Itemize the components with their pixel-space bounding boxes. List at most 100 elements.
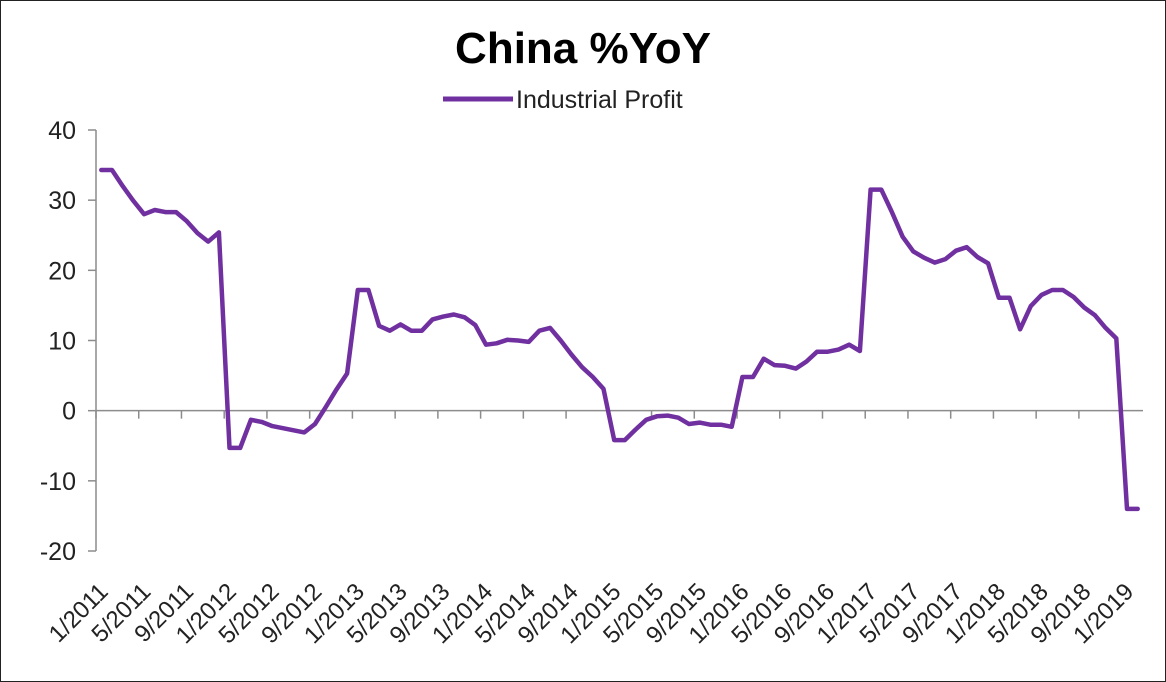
data-point [848, 343, 850, 346]
data-point [1030, 305, 1032, 307]
series-line-industrial-profit [99, 167, 1140, 512]
data-point [164, 211, 167, 213]
data-point [357, 289, 359, 291]
data-point [837, 348, 840, 351]
y-tick-label: -20 [40, 538, 76, 566]
data-point [891, 211, 893, 213]
data-point [613, 439, 615, 441]
data-point [389, 329, 391, 332]
data-point [570, 353, 573, 356]
data-point [998, 296, 1000, 299]
data-point [292, 429, 295, 432]
data-point [335, 388, 338, 391]
data-point [463, 316, 466, 319]
data-point [495, 342, 498, 345]
data-point [367, 289, 370, 291]
y-tick-label: 40 [48, 117, 76, 145]
data-point [121, 185, 124, 187]
data-point [175, 211, 177, 213]
data-point [559, 339, 562, 342]
series-layer [99, 167, 1140, 512]
data-point [282, 427, 284, 430]
data-point [976, 256, 979, 258]
data-point [485, 343, 487, 346]
data-point [944, 258, 947, 260]
data-point [346, 372, 348, 375]
data-point [666, 414, 669, 417]
data-point [869, 188, 872, 191]
data-point [987, 262, 989, 265]
data-point [901, 235, 904, 238]
data-point [805, 360, 808, 363]
data-point [399, 323, 402, 326]
data-point [517, 339, 519, 342]
data-point [624, 439, 626, 441]
data-point [228, 447, 231, 449]
data-point [250, 419, 252, 421]
data-point [196, 232, 199, 234]
data-point [239, 447, 241, 449]
data-point [1040, 294, 1043, 296]
data-point [1019, 328, 1021, 331]
data-point [442, 315, 445, 318]
data-point [410, 329, 413, 332]
y-tick-label: -10 [40, 468, 76, 496]
data-point [453, 313, 455, 316]
data-point [431, 318, 434, 321]
data-point [923, 256, 925, 259]
y-tick-label: 30 [48, 187, 76, 215]
y-axis: 40 30 20 10 0 -10 -20 [40, 117, 97, 566]
data-point [527, 341, 530, 343]
data-point [773, 364, 776, 366]
data-point [965, 246, 968, 248]
data-point [602, 388, 605, 390]
y-tick-label: 0 [62, 398, 76, 426]
data-point [1126, 508, 1128, 510]
data-point [762, 357, 765, 360]
data-point [324, 406, 327, 409]
data-point [143, 213, 145, 215]
data-point [1115, 337, 1118, 340]
data-point [634, 428, 637, 431]
data-point [955, 249, 957, 252]
data-point [592, 376, 594, 378]
data-point [314, 423, 316, 425]
data-point [100, 169, 103, 171]
data-point [784, 365, 786, 367]
data-point [912, 250, 915, 253]
data-point [656, 415, 658, 418]
data-point [1136, 508, 1139, 510]
data-point [1094, 314, 1096, 317]
data-point [698, 421, 701, 424]
data-point [720, 423, 722, 426]
data-point [271, 425, 274, 427]
data-point [186, 220, 188, 222]
data-point [1008, 296, 1011, 299]
data-point [1083, 306, 1085, 309]
data-point [421, 329, 423, 332]
data-point [1062, 289, 1064, 291]
legend-label: Industrial Profit [516, 86, 683, 114]
data-point [111, 169, 113, 171]
x-axis: 1/20115/20119/20111/20125/20129/20121/20… [44, 409, 1143, 649]
data-point [474, 324, 477, 326]
data-point [538, 329, 541, 332]
data-point [303, 431, 306, 434]
data-point [795, 367, 797, 370]
data-point [207, 240, 209, 243]
data-point [741, 376, 744, 378]
data-point [1072, 296, 1075, 298]
data-point [688, 423, 690, 425]
data-point [154, 209, 156, 211]
data-point [730, 426, 733, 428]
data-point [709, 423, 712, 426]
data-point [260, 421, 263, 423]
legend: Industrial Profit [443, 86, 683, 114]
data-point [859, 350, 861, 352]
data-point [880, 188, 883, 191]
data-point [1051, 289, 1053, 291]
data-point [645, 419, 647, 421]
data-point [677, 416, 680, 419]
data-point [752, 376, 754, 378]
